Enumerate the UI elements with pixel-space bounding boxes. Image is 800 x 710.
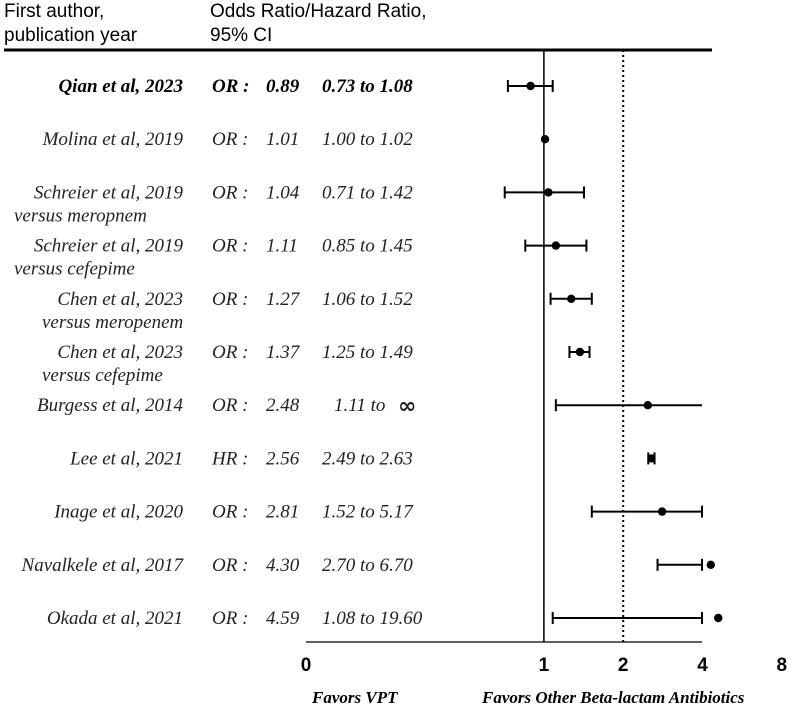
estimate-point: [526, 81, 535, 91]
estimate-point: [714, 613, 723, 623]
row-estimate: 2.81: [266, 502, 299, 523]
row-author: Chen et al, 2023: [57, 289, 183, 310]
row-author: Inage et al, 2020: [53, 502, 183, 523]
axis-layer: 012481632: [301, 50, 788, 676]
row-estimate: 1.01: [266, 129, 299, 150]
estimate-point: [647, 454, 656, 463]
row-estimate: 2.56: [266, 448, 300, 469]
row-ci: 1.06 to 1.52: [322, 289, 413, 310]
row-measure: OR :: [212, 76, 249, 97]
row-measure: OR :: [212, 236, 248, 257]
row-author: Okada et al, 2021: [47, 608, 183, 629]
row-measure: OR :: [212, 555, 248, 576]
estimate-point: [575, 347, 585, 357]
row-author-subtitle: versus cefepime: [42, 365, 163, 386]
author-header-line-2: publication year: [4, 25, 138, 46]
estimate-point: [567, 294, 576, 303]
favors-right-label: Favors Other Beta-lactam Antibiotics: [481, 688, 745, 707]
x-tick-label: 8: [777, 655, 788, 676]
row-ci: 0.85 to 1.45: [322, 236, 413, 257]
row-estimate: 1.11: [266, 236, 298, 257]
row-measure: OR :: [212, 608, 248, 629]
row-measure: OR :: [212, 395, 248, 416]
row-ci: 2.70 to 6.70: [322, 555, 413, 576]
row-measure: OR :: [212, 289, 248, 310]
estimate-point: [657, 507, 667, 516]
x-tick-label: 0: [301, 655, 312, 676]
row-ci: 0.71 to 1.42: [322, 182, 413, 203]
row-estimate: 4.59: [266, 608, 300, 629]
row-ci: 1.11 to: [334, 395, 385, 416]
row-measure: OR :: [212, 182, 248, 203]
row-ci: 0.73 to 1.08: [322, 76, 413, 97]
estimate-point: [544, 188, 553, 197]
row-author-subtitle: versus cefepime: [14, 259, 135, 280]
row-ci: 2.49 to 2.63: [322, 448, 413, 469]
row-estimate: 2.48: [266, 395, 300, 416]
row-measure: OR :: [212, 342, 248, 363]
x-tick-label: 2: [618, 655, 629, 676]
row-author: Schreier et al, 2019: [34, 182, 184, 203]
row-author: Lee et al, 2021: [69, 448, 183, 469]
row-author: Qian et al, 2023: [58, 76, 183, 97]
effect-header-line-1: Odds Ratio/Hazard Ratio,: [210, 1, 427, 22]
row-estimate: 4.30: [266, 555, 300, 576]
row-ci-infinity: ∞: [398, 394, 416, 419]
row-author-subtitle: versus meropenem: [42, 312, 183, 333]
row-ci: 1.52 to 5.17: [322, 502, 414, 523]
row-ci: 1.25 to 1.49: [322, 342, 413, 363]
row-ci: 1.08 to 19.60: [322, 608, 423, 629]
rows-layer: Qian et al, 2023 OR : 0.89 0.73 to 1.08 Moli…: [14, 76, 423, 629]
row-measure: HR :: [211, 448, 248, 469]
estimate-point: [643, 401, 653, 410]
row-author: Molina et al, 2019: [42, 129, 184, 150]
row-author: Navalkele et al, 2017: [21, 555, 185, 576]
row-estimate: 0.89: [266, 76, 300, 97]
favors-left-label: Favors VPT: [311, 688, 398, 707]
row-author: Burgess et al, 2014: [37, 395, 184, 416]
row-estimate: 1.27: [266, 289, 301, 310]
row-estimate: 1.04: [266, 182, 300, 203]
marks-layer: [503, 80, 723, 624]
row-author: Schreier et al, 2019: [34, 236, 184, 257]
estimate-point: [706, 560, 715, 569]
effect-header-line-2: 95% CI: [210, 25, 272, 46]
row-author-subtitle: versus meropnem: [14, 205, 147, 226]
row-author: Chen et al, 2023: [57, 342, 183, 363]
x-tick-label: 4: [697, 655, 708, 676]
estimate-point: [540, 135, 550, 144]
author-header-line-1: First author,: [4, 1, 104, 22]
row-estimate: 1.37: [266, 342, 301, 363]
x-tick-label: 1: [539, 655, 550, 676]
row-ci: 1.00 to 1.02: [322, 129, 413, 150]
row-measure: OR :: [212, 129, 248, 150]
row-measure: OR :: [212, 502, 248, 523]
estimate-point: [551, 241, 561, 250]
